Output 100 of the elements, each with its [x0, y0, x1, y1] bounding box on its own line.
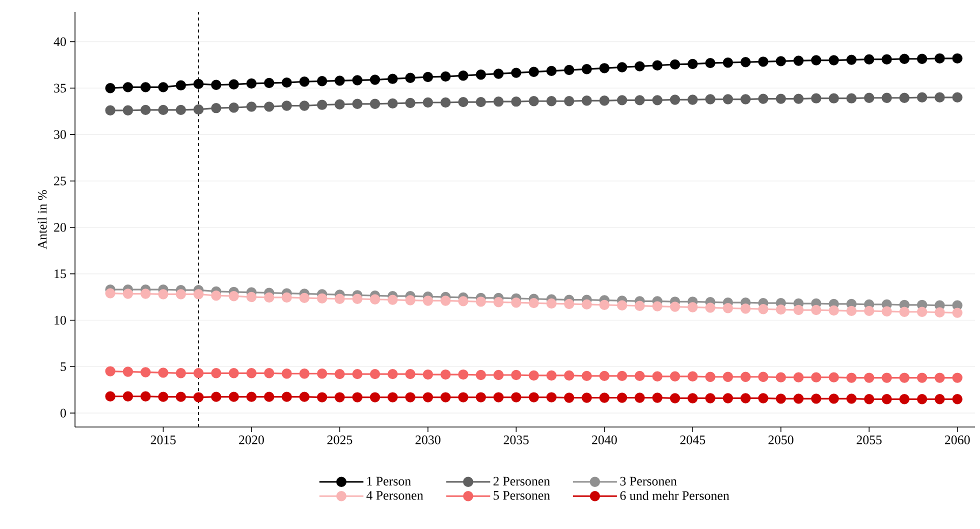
point: [546, 370, 557, 381]
point: [440, 97, 451, 108]
point: [740, 393, 751, 404]
point: [264, 392, 274, 402]
point: [599, 96, 610, 106]
point: [388, 74, 398, 84]
point: [370, 294, 380, 304]
point: [105, 105, 116, 116]
point: [722, 372, 734, 382]
point: [564, 96, 574, 106]
point: [158, 289, 168, 300]
point: [105, 391, 116, 402]
point: [546, 66, 557, 76]
x-tick-label: 2030: [416, 436, 440, 444]
point: [916, 54, 928, 64]
point: [952, 372, 962, 383]
point: [246, 102, 257, 112]
point: [599, 300, 610, 310]
point: [670, 371, 680, 382]
point: [722, 393, 734, 404]
point: [582, 64, 592, 74]
point: [899, 54, 910, 64]
point: [422, 72, 434, 82]
point: [316, 76, 328, 86]
point: [934, 394, 945, 404]
point: [334, 392, 345, 402]
point: [440, 392, 451, 402]
y-tick-label: 40: [54, 37, 66, 46]
x-tick-label: 2020: [239, 436, 264, 444]
point: [740, 57, 751, 68]
point: [246, 292, 257, 302]
point: [264, 78, 274, 88]
point: [122, 82, 134, 92]
point: [334, 368, 345, 380]
y-tick-label: 0: [60, 408, 66, 418]
point: [193, 78, 204, 90]
point: [299, 392, 310, 402]
point: [776, 372, 786, 382]
point: [828, 55, 839, 66]
y-tick-label: 35: [54, 84, 66, 92]
x-tick-label: 2055: [856, 436, 882, 444]
point: [616, 392, 628, 403]
point: [634, 61, 645, 72]
point: [176, 368, 186, 378]
point: [422, 392, 434, 402]
point: [405, 98, 416, 108]
point: [652, 60, 662, 70]
point: [634, 95, 645, 106]
point: [511, 370, 522, 380]
point: [882, 372, 892, 383]
point: [899, 306, 910, 317]
point: [493, 68, 504, 79]
point: [316, 368, 328, 379]
point: [352, 98, 362, 110]
point: [582, 96, 592, 106]
point: [140, 82, 151, 92]
point: [582, 299, 592, 310]
point: [422, 369, 434, 380]
point: [864, 394, 874, 404]
point: [458, 369, 468, 380]
point: [511, 96, 522, 107]
point: [352, 368, 362, 380]
y-axis-title: Anteil in %: [38, 190, 47, 250]
point: [511, 68, 522, 78]
point: [828, 394, 839, 404]
point: [246, 392, 257, 402]
point: [705, 302, 716, 313]
point: [282, 292, 292, 303]
point: [599, 370, 610, 382]
point: [934, 53, 945, 64]
point: [864, 306, 874, 316]
point: [616, 300, 628, 310]
point: [211, 290, 222, 301]
point: [228, 392, 239, 402]
point: [528, 370, 539, 381]
point: [670, 59, 680, 70]
point: [705, 58, 716, 68]
point: [952, 92, 962, 103]
point: [952, 53, 962, 64]
point: [140, 288, 151, 299]
point: [758, 372, 768, 382]
y-tick-label: 15: [54, 269, 66, 278]
point: [158, 392, 168, 402]
y-tick-label: 20: [54, 223, 66, 232]
point: [846, 93, 857, 104]
point: [652, 95, 662, 106]
point: [388, 98, 398, 109]
point: [740, 372, 751, 382]
point: [158, 104, 168, 116]
point: [722, 94, 734, 104]
point: [916, 372, 928, 383]
x-tick-label: 2025: [327, 436, 352, 444]
point: [811, 394, 822, 404]
point: [899, 92, 910, 103]
point: [458, 96, 468, 108]
point: [228, 290, 239, 302]
point: [388, 392, 398, 402]
point: [952, 394, 962, 404]
point: [282, 77, 292, 88]
point: [122, 391, 134, 402]
